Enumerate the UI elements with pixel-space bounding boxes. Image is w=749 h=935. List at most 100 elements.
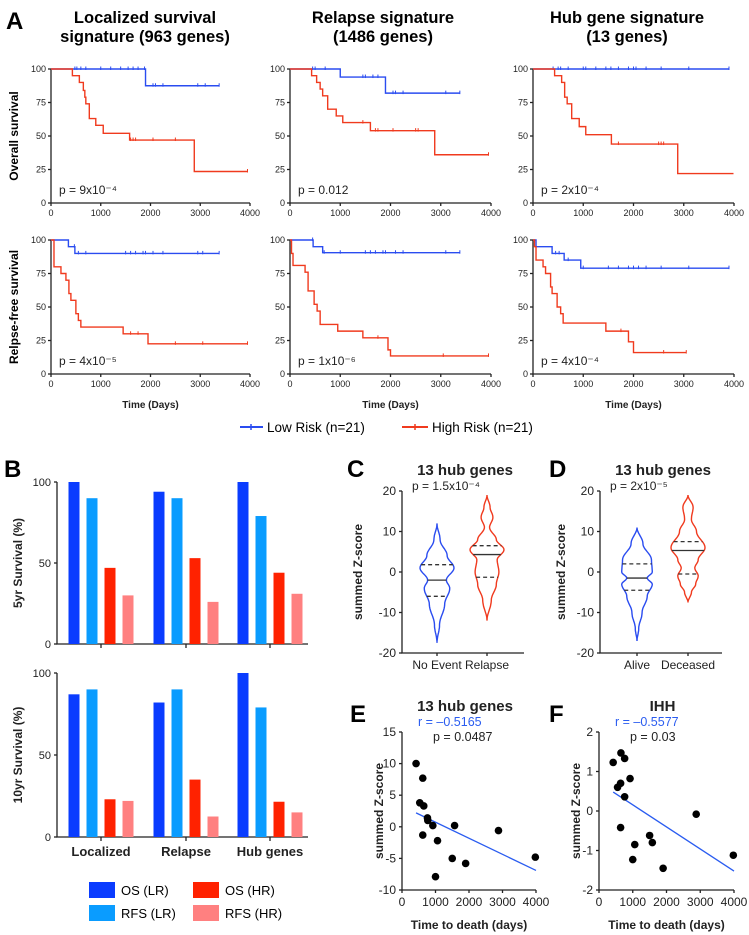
x-tick-label: 1000 (573, 208, 593, 218)
data-point (659, 864, 667, 873)
y-tick-label: -1 (582, 844, 593, 858)
os-lr-bar (237, 673, 249, 837)
y-tick-label: 100 (33, 668, 51, 680)
y-tick-label: 50 (36, 131, 46, 141)
y-tick-label: 100 (513, 64, 528, 74)
y-tick-label: 1 (586, 765, 593, 779)
x-tick-label: 1000 (573, 379, 593, 389)
y-tick-label: 10 (383, 757, 397, 771)
y-tick-label: 75 (518, 98, 528, 108)
y-tick-label: 75 (275, 98, 285, 108)
panel-letter-d: D (549, 456, 566, 483)
x-tick-label: 0 (287, 208, 292, 218)
y-tick-label: 20 (581, 484, 595, 498)
y-tick-label: 0 (586, 804, 593, 818)
rfs-lr-bar (171, 498, 183, 644)
p-value-label: p = 4x10⁻⁵ (59, 354, 117, 368)
scatter-plot-f (596, 731, 738, 893)
x-axis-label: Time to death (days) (411, 918, 527, 932)
y-tick-label: 0 (280, 369, 285, 379)
x-tick-label: 0 (287, 379, 292, 389)
x-tick-label: 3000 (431, 208, 451, 218)
data-point (418, 831, 427, 839)
data-point (418, 774, 427, 782)
x-tick-label: 0 (530, 379, 535, 389)
y-tick-label: 50 (39, 750, 51, 762)
rfs-lr-bar (86, 498, 98, 644)
y-tick-label: 2 (586, 725, 593, 739)
y-tick-label: 50 (39, 558, 51, 570)
panel-letter-f: F (549, 701, 564, 728)
legend-rfs-hr-swatch (193, 905, 219, 921)
category-label: Localized (71, 844, 130, 859)
x-tick-label: 0 (596, 895, 603, 909)
y-tick-label: 100 (33, 477, 51, 489)
os-hr-bar (104, 567, 116, 644)
y-tick-label: 75 (36, 269, 46, 279)
km-plot-5 (287, 237, 492, 377)
legend-rfs-lr-label: RFS (LR) (121, 906, 176, 921)
km-plot-3 (530, 66, 735, 206)
data-point (609, 758, 617, 767)
scatter-plot-e (399, 731, 540, 893)
y-axis-label: summed Z-score (569, 763, 583, 859)
data-point (626, 774, 634, 783)
x-tick-label: 0 (399, 895, 406, 909)
high-risk-curve (290, 68, 489, 156)
y-tick-label: 0 (41, 369, 46, 379)
x-tick-label: 2000 (623, 379, 643, 389)
category-label: Hub genes (237, 844, 303, 859)
x-tick-label: 4000 (523, 895, 550, 909)
y-tick-label: 0 (389, 565, 396, 579)
rfs-hr-bar (122, 800, 134, 837)
y-tick-label: 50 (36, 302, 46, 312)
data-point (450, 821, 459, 830)
x-axis-label: Time (Days) (605, 400, 662, 411)
high-risk-curve (51, 68, 248, 173)
p-value-label: p = 4x10⁻⁴ (541, 354, 599, 368)
x-tick-label: 3000 (674, 379, 694, 389)
p-value-label: p = 1.5x10⁻⁴ (412, 479, 480, 493)
y-tick-label: -10 (379, 883, 397, 897)
x-tick-label: 3000 (489, 895, 516, 909)
os-lr-bar (68, 694, 80, 837)
panel-letter-e: E (350, 701, 366, 728)
km-plot-4 (48, 239, 251, 377)
os-hr-bar (273, 801, 285, 837)
y-tick-label: 0 (523, 369, 528, 379)
regression-line (612, 791, 735, 872)
data-point (433, 836, 442, 845)
low-risk-curve (533, 239, 729, 269)
y-axis-label: summed Z-score (554, 524, 568, 620)
axis-lines (401, 732, 536, 891)
data-point (628, 855, 637, 864)
y-tick-label: 75 (36, 98, 46, 108)
x-tick-label: 3000 (674, 208, 694, 218)
rfs-hr-bar (122, 595, 134, 644)
category-label: Deceased (661, 658, 715, 672)
y-tick-label: 10 (581, 525, 595, 539)
axis-lines (401, 491, 524, 654)
column-title-2-line2: (1486 genes) (333, 28, 433, 46)
x-tick-label: 4000 (481, 208, 501, 218)
data-point (620, 792, 629, 801)
x-axis-label: Time to death (days) (608, 918, 724, 932)
y-tick-label: 25 (36, 165, 46, 175)
data-point (645, 831, 654, 840)
category-label: No Event (412, 658, 462, 672)
km-plot-2 (287, 66, 492, 206)
violin-deceased (670, 494, 706, 603)
y-tick-label: 10 (383, 525, 397, 539)
rfs-lr-bar (255, 516, 267, 644)
data-point (431, 872, 440, 881)
os-lr-bar (237, 482, 249, 644)
data-point (429, 821, 437, 830)
high-risk-curve (533, 239, 687, 354)
high-risk-curve (290, 239, 489, 357)
y-tick-label: -20 (379, 646, 397, 660)
km-plot-1 (48, 66, 251, 206)
p-value-label: p = 0.012 (298, 183, 349, 197)
x-tick-label: 1000 (91, 379, 111, 389)
